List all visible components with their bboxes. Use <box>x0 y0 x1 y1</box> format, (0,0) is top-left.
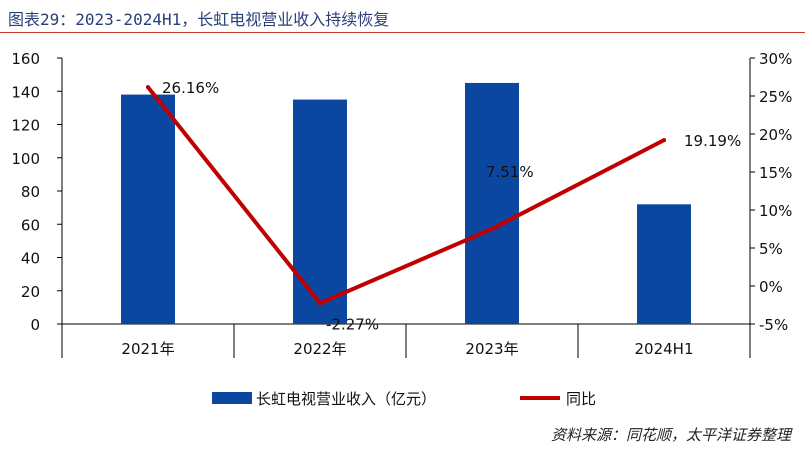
title-divider <box>0 32 805 33</box>
yoy-data-label: 7.51% <box>486 163 534 181</box>
right-tick-label: 10% <box>759 202 792 220</box>
yoy-point <box>146 85 150 90</box>
left-tick-label: 80 <box>21 183 40 201</box>
yoy-data-label: -2.27% <box>326 315 379 333</box>
right-tick-label: 30% <box>759 50 792 68</box>
category-label: 2022年 <box>293 340 346 358</box>
revenue-bar <box>121 94 175 324</box>
category-label: 2024H1 <box>635 340 694 358</box>
right-tick-label: 20% <box>759 126 792 144</box>
legend-bar-swatch <box>212 392 252 404</box>
yoy-data-label: 19.19% <box>684 132 741 150</box>
right-tick-label: -5% <box>759 316 788 334</box>
right-tick-label: 25% <box>759 88 792 106</box>
legend-bar-label: 长虹电视营业收入（亿元） <box>256 390 436 408</box>
chart-axes: 0 20 40 60 80 100 120 140 160 -5% 0% 5% 10% 15% 20% 25%… <box>11 50 792 358</box>
yoy-data-label: 26.16% <box>162 79 219 97</box>
source-note: 资料来源：同花顺，太平洋证券整理 <box>550 426 791 444</box>
line-series <box>146 85 666 306</box>
category-label: 2021年 <box>121 340 174 358</box>
revenue-bar <box>293 99 347 324</box>
left-tick-label: 100 <box>11 150 40 168</box>
category-label: 2023年 <box>465 340 518 358</box>
left-tick-label: 160 <box>11 50 40 68</box>
yoy-point <box>318 301 322 306</box>
right-tick-label: 15% <box>759 164 792 182</box>
left-tick-label: 0 <box>30 316 40 334</box>
yoy-line <box>146 85 666 306</box>
revenue-bar <box>465 82 519 324</box>
yoy-point <box>662 138 666 143</box>
legend: 长虹电视营业收入（亿元） 同比 <box>212 390 596 408</box>
left-tick-label: 40 <box>21 250 40 268</box>
revenue-bar <box>637 204 691 324</box>
left-tick-label: 140 <box>11 83 40 101</box>
figure-title: 图表29：2023-2024H1，长虹电视营业收入持续恢复 <box>8 10 390 29</box>
bar-series <box>121 82 691 324</box>
right-tick-label: 0% <box>759 278 783 296</box>
yoy-point <box>490 226 494 231</box>
left-tick-label: 20 <box>21 283 40 301</box>
left-tick-label: 120 <box>11 117 40 135</box>
left-tick-label: 60 <box>21 216 40 234</box>
legend-line-label: 同比 <box>566 390 596 408</box>
right-tick-label: 5% <box>759 240 783 258</box>
data-labels: 26.16% -2.27% 7.51% 19.19% <box>162 79 741 333</box>
